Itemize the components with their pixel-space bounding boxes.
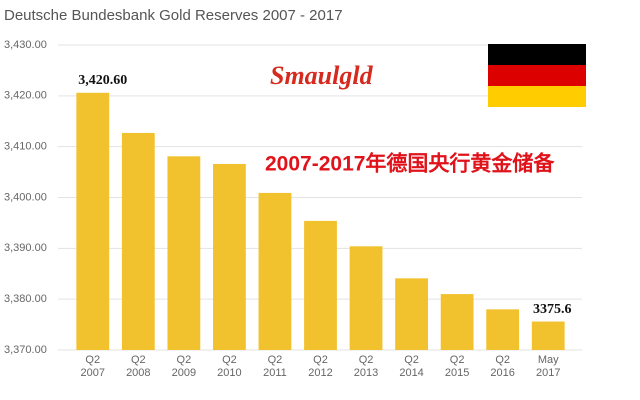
bar [440,294,474,350]
y-tick-label: 3,400.00 [4,191,47,203]
bar [349,246,383,350]
logo: Smaulgld [270,61,374,90]
x-tick-label: Q2 2015 [444,354,470,379]
bar [76,92,110,351]
bar [258,192,292,350]
y-tick-label: 3,370.00 [4,344,47,356]
y-tick-label: 3,380.00 [4,293,47,305]
x-tick-label: Q2 2012 [308,354,333,379]
y-tick-label: 3,390.00 [4,242,47,254]
y-tick-label: 3,420.00 [4,90,47,102]
x-tick-label: Q2 2007 [80,354,105,379]
flag [488,44,586,107]
bar [121,132,155,350]
bar [213,163,246,350]
y-tick-label: 3,410.00 [4,141,47,153]
bar [395,278,428,350]
bar [486,309,520,350]
x-tick-label: Q2 2016 [490,354,515,379]
bar [304,220,337,350]
y-tick-label: 3,430.00 [4,39,47,51]
x-tick-label: May 2017 [535,354,561,379]
x-tick-label: Q2 2010 [217,354,242,379]
x-tick-label: Q2 2009 [171,354,197,379]
annotation: 2007-2017年德国央行黄金储备 [265,152,555,176]
x-tick-label: Q2 2011 [263,354,287,379]
bar [167,156,201,350]
bar [531,321,565,350]
x-tick-label: Q2 2013 [353,354,379,379]
value-label: 3375.6 [533,302,572,317]
chart-title: Deutsche Bundesbank Gold Reserves 2007 -… [4,7,343,24]
x-tick-label: Q2 2014 [399,354,424,379]
value-label: 3,420.60 [78,73,127,88]
x-tick-label: Q2 2008 [126,354,151,379]
